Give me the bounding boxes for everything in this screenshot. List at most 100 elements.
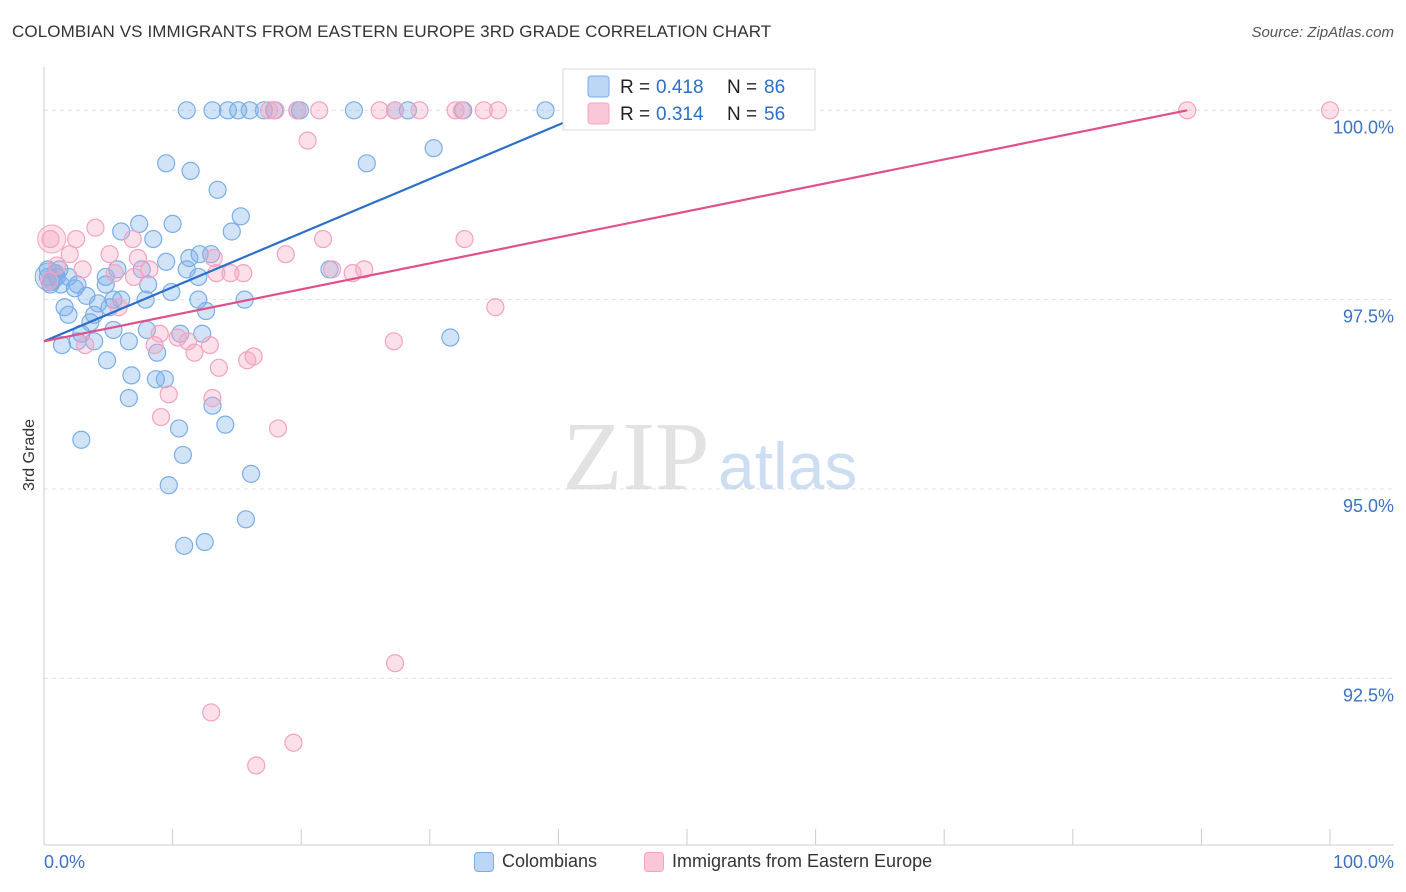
eastern-europe-point-44: [185, 343, 204, 362]
colombians-point-12: [536, 101, 555, 120]
colombians-point-79: [175, 536, 194, 555]
colombians-point-25: [180, 248, 199, 268]
colombians-point-61: [85, 332, 104, 351]
colombians-trend-line: [43, 120, 567, 343]
eastern-europe-point-14: [41, 229, 60, 249]
eastern-europe-point-24: [40, 271, 59, 290]
colombians-point-73: [173, 445, 192, 465]
eastern-europe-point-53: [268, 419, 288, 438]
colombians-point-36: [139, 275, 158, 294]
y-tick-label-2: 97.5%: [1343, 307, 1394, 327]
colombians-point-72: [72, 430, 91, 449]
eastern-europe-point-28: [124, 267, 144, 287]
colombians-point-51: [196, 301, 216, 321]
eastern-europe-point-10: [488, 101, 508, 120]
colombians-point-23: [222, 222, 241, 241]
chart-title: COLOMBIAN VS IMMIGRANTS FROM EASTERN EUR…: [12, 22, 772, 41]
legend-n-label-0: N =: [727, 77, 757, 98]
eastern-europe-point-48: [384, 332, 403, 351]
legend-n-value-1: 56: [764, 104, 785, 125]
colombians-point-20: [130, 214, 149, 234]
colombians-point-71: [169, 419, 189, 438]
colombians-point-4: [240, 101, 259, 120]
eastern-europe-point-51: [203, 389, 222, 408]
colombians-point-74: [241, 464, 261, 483]
eastern-europe-point-47: [244, 347, 263, 366]
colombians-point-64: [97, 351, 117, 370]
colombians-point-21: [144, 229, 163, 249]
eastern-europe-point-6: [410, 101, 429, 120]
eastern-europe-point-30: [140, 260, 159, 279]
colombians-point-8: [344, 101, 364, 120]
eastern-europe-point-42: [168, 328, 187, 347]
legend-label-eastern-europe: Immigrants from Eastern Europe: [672, 851, 933, 871]
y-tick-label-1: 95.0%: [1343, 496, 1394, 516]
colombians-point-77: [236, 510, 256, 529]
eastern-europe-point-34: [322, 260, 342, 279]
colombians-point-16: [424, 139, 443, 158]
colombians-point-2: [218, 101, 237, 120]
colombians-point-55: [104, 320, 123, 340]
eastern-europe-point-21: [276, 245, 295, 264]
watermark-atlas: atlas: [718, 429, 857, 503]
eastern-europe-large-point: [37, 224, 67, 254]
y-tick-label-0: 92.5%: [1343, 685, 1394, 705]
legend-r-value-0: 0.418: [656, 77, 704, 98]
eastern-europe-point-56: [284, 733, 303, 752]
colombians-point-62: [119, 332, 138, 351]
eastern-europe-point-43: [178, 332, 198, 351]
eastern-europe-point-9: [474, 101, 493, 120]
eastern-europe-point-39: [76, 335, 95, 355]
eastern-europe-point-4: [370, 101, 389, 120]
eastern-europe-point-33: [234, 264, 253, 283]
eastern-europe-point-40: [145, 335, 164, 355]
eastern-europe-point-19: [123, 229, 142, 249]
eastern-europe-point-41: [150, 324, 169, 343]
eastern-europe-point-25: [47, 256, 66, 275]
colombians-point-38: [157, 252, 176, 271]
series-legend: Colombians Immigrants from Eastern Europ…: [0, 851, 1406, 879]
y-tick-labels: 92.5% 95.0% 97.5% 100.0%: [1333, 117, 1394, 705]
legend-swatch-colombians-bottom: [474, 851, 494, 872]
legend-label-colombians: Colombians: [502, 851, 598, 871]
legend-item-colombians[interactable]: Colombians: [474, 851, 597, 872]
eastern-europe-point-32: [221, 264, 240, 283]
colombians-point-22: [163, 214, 182, 234]
eastern-europe-point-45: [200, 335, 219, 355]
eastern-europe-point-23: [455, 229, 474, 249]
colombians-point-43: [59, 305, 78, 324]
colombians-point-0: [177, 101, 196, 120]
eastern-europe-point-12: [1320, 101, 1340, 120]
legend-swatch-colombians: [587, 75, 610, 98]
eastern-europe-point-55: [202, 703, 221, 722]
eastern-europe-point-36: [355, 260, 374, 279]
series-eastern-europe-points: [37, 101, 1340, 775]
legend-swatch-eastern-europe: [587, 102, 610, 125]
eastern-europe-point-5: [385, 101, 405, 120]
eastern-europe-point-8: [452, 101, 472, 120]
colombians-point-14: [157, 154, 176, 173]
legend-item-eastern-europe[interactable]: Immigrants from Eastern Europe: [644, 851, 932, 872]
eastern-europe-point-7: [446, 101, 465, 120]
axes: [43, 67, 1394, 846]
watermark: ZIP atlas: [563, 403, 858, 511]
eastern-europe-point-29: [128, 248, 147, 268]
eastern-europe-point-27: [105, 264, 124, 283]
eastern-europe-point-3: [310, 101, 329, 120]
eastern-europe-point-2: [288, 101, 307, 120]
eastern-europe-point-15: [60, 245, 79, 264]
eastern-europe-point-0: [259, 101, 279, 120]
legend-r-label-0: R =: [620, 77, 650, 98]
eastern-europe-point-18: [100, 245, 119, 264]
colombians-point-1: [203, 101, 222, 120]
eastern-europe-point-17: [86, 218, 105, 237]
eastern-europe-point-57: [247, 756, 266, 775]
colombians-point-70: [216, 415, 235, 434]
eastern-europe-point-13: [298, 131, 317, 150]
eastern-europe-point-50: [159, 385, 178, 404]
eastern-europe-point-16: [67, 229, 86, 249]
watermark-zip: ZIP: [563, 403, 710, 511]
eastern-europe-point-49: [209, 358, 228, 377]
legend-r-value-1: 0.314: [656, 104, 704, 125]
